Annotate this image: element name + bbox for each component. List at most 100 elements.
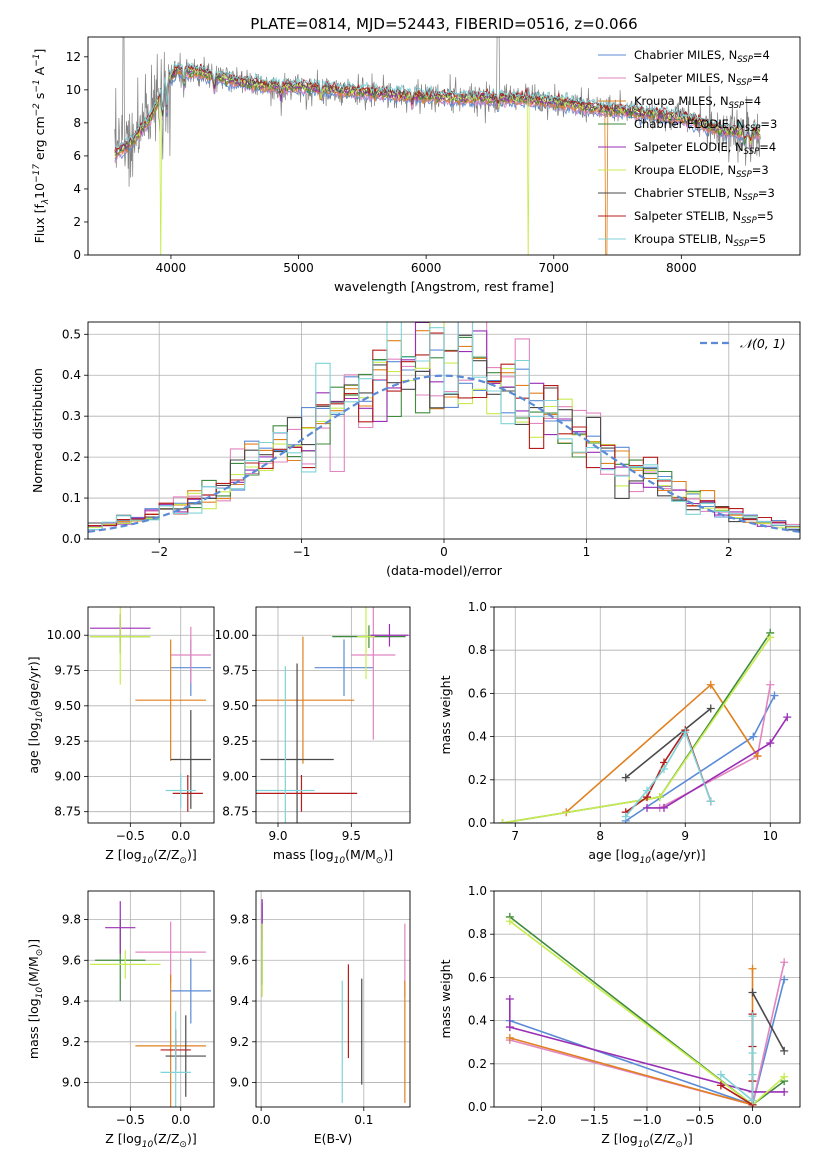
series-marker-4 [660, 803, 668, 812]
legend-label-tail: =5 [749, 232, 766, 246]
label-part: −1 [32, 54, 42, 67]
x-tick-label: 0.0 [743, 1113, 762, 1127]
y-tick-label: 0.6 [468, 970, 487, 984]
x-tick-label: 7000 [538, 261, 569, 275]
series-line-6 [625, 707, 712, 779]
x-tick-label: 5000 [283, 261, 314, 275]
x-axis-label: Z [log10(Z/Z⊙)] [601, 1131, 692, 1150]
mass_vs_EBV-axes: 0.0 0.1 9.0 9.2 9.4 9.6 9.8 E(B-V) [230, 890, 411, 1146]
series-marker-7 [716, 1081, 725, 1090]
label-part: )] [187, 1131, 197, 1146]
y-tick-label: 4 [73, 182, 81, 196]
y-tick-label: 9.50 [54, 699, 81, 713]
label-part: ⊙ [179, 856, 187, 866]
legend-label-sub: SSP [742, 193, 758, 203]
y-tick-label: 0.4 [468, 730, 487, 744]
label-part: ⊙ [376, 856, 384, 866]
mass_weight_vs_Z-axes: −2.0 −1.5 −1.0 −0.5 0.0 0.0 0.2 0.4 0.6 0.8 1.0 Z [… [438, 884, 801, 1150]
legend-label-sub: SSP [736, 170, 752, 180]
series-marker-2 [706, 680, 715, 689]
label-part: Normed distribution [30, 368, 45, 493]
y-tick-label: 0.3 [62, 409, 81, 423]
legend-label-sub: SSP [745, 124, 761, 134]
label-part: mass weight [438, 959, 453, 1038]
y-axis-label: Normed distribution [30, 368, 45, 493]
x-tick-label: 10 [763, 829, 778, 843]
y-tick-label: 0.2 [62, 450, 81, 464]
x-tick-label: 8 [596, 829, 604, 843]
x-tick-label: 8000 [666, 261, 697, 275]
series-marker-8 [748, 1096, 757, 1105]
label-part: 10 [638, 1140, 650, 1150]
legend-label-sub: SSP [741, 216, 757, 226]
label-part: age [log [588, 847, 639, 862]
label-part: s [32, 93, 47, 104]
series-marker-5 [498, 819, 507, 823]
label-part: age [log [26, 722, 41, 773]
label-part: λ [41, 199, 51, 205]
x-tick-label: −0.5 [116, 1113, 145, 1127]
series-marker-6 [780, 1046, 789, 1055]
y-axis-label: mass [log10(M/M⊙)] [26, 939, 45, 1059]
series-marker-5 [780, 1072, 789, 1081]
legend-label-tail: =4 [752, 71, 769, 85]
mass_weight_vs_Z-series [505, 912, 789, 1107]
legend-label: Chabrier STELIB, NSSP=3 [634, 186, 775, 203]
x-axis-label: wavelength [Angstrom, rest frame] [334, 279, 554, 294]
series-marker-4 [505, 1023, 514, 1032]
series-marker-5 [766, 633, 775, 642]
axes-frame [255, 890, 411, 1108]
axes-frame [255, 606, 411, 824]
legend-label-sub: SSP [744, 147, 760, 157]
x-tick-label: 7 [511, 829, 519, 843]
axes-frame [493, 606, 801, 824]
y-tick-label: 9.25 [222, 734, 249, 748]
label-part: wavelength [Angstrom, rest frame] [334, 279, 554, 294]
y-tick-label: 0.0 [468, 1100, 487, 1114]
label-part: (age/yr)] [26, 656, 41, 711]
model-spectrum-7 [114, 63, 761, 152]
x-tick-label: −2.0 [527, 1113, 556, 1127]
label-part: Z [log [105, 1131, 141, 1146]
y-tick-label: 0.2 [468, 773, 487, 787]
label-part: (Z/Z [153, 1131, 179, 1146]
label-part: (M/M [26, 956, 41, 987]
label-part: )] [383, 847, 393, 862]
y-tick-label: 12 [66, 50, 81, 64]
legend-label-main: Kroupa STELIB, N [634, 232, 734, 246]
legend-label-sub: SSP [736, 78, 752, 88]
x-tick-label: 9 [681, 829, 689, 843]
label-part: E(B-V) [314, 1131, 353, 1146]
legend-label-tail: =4 [759, 140, 776, 154]
y-axis-label: mass weight [438, 959, 453, 1038]
legend-label-main: Chabrier MILES, N [634, 48, 737, 62]
label-part: mass [log [273, 847, 334, 862]
label-part: 10 [142, 1140, 154, 1150]
x-tick-label: 6000 [411, 261, 442, 275]
y-tick-label: 9.75 [222, 664, 249, 678]
x-tick-label: −1.5 [580, 1113, 609, 1127]
series-marker-0 [749, 732, 758, 741]
legend-label-sub: SSP [737, 55, 753, 65]
legend-label-tail: =3 [752, 163, 769, 177]
series-line-4 [508, 999, 785, 1093]
series-marker-5 [655, 793, 664, 802]
series-marker-8 [643, 786, 651, 795]
legend-label: Salpeter STELIB, NSSP=5 [634, 209, 774, 226]
legend-label: Chabrier ELODIE, NSSP=3 [634, 117, 777, 134]
y-tick-label: 0 [73, 248, 81, 262]
legend-label-main: Kroupa ELODIE, N [634, 163, 736, 177]
y-tick-label: 0.4 [468, 1014, 487, 1028]
series-marker-2 [748, 964, 757, 973]
residuals-axes: −2 −1 0 1 2 0.0 0.1 0.2 0.3 0.4 0.5 (data-model)/er… [30, 321, 801, 578]
age_vs_Z-errorbars [90, 607, 211, 812]
y-tick-label: 9.75 [54, 664, 81, 678]
label-part: 10 [142, 856, 154, 866]
label-part: 10 [35, 711, 45, 723]
y-tick-label: 2 [73, 215, 81, 229]
legend-label: Kroupa MILES, NSSP=4 [634, 94, 761, 111]
